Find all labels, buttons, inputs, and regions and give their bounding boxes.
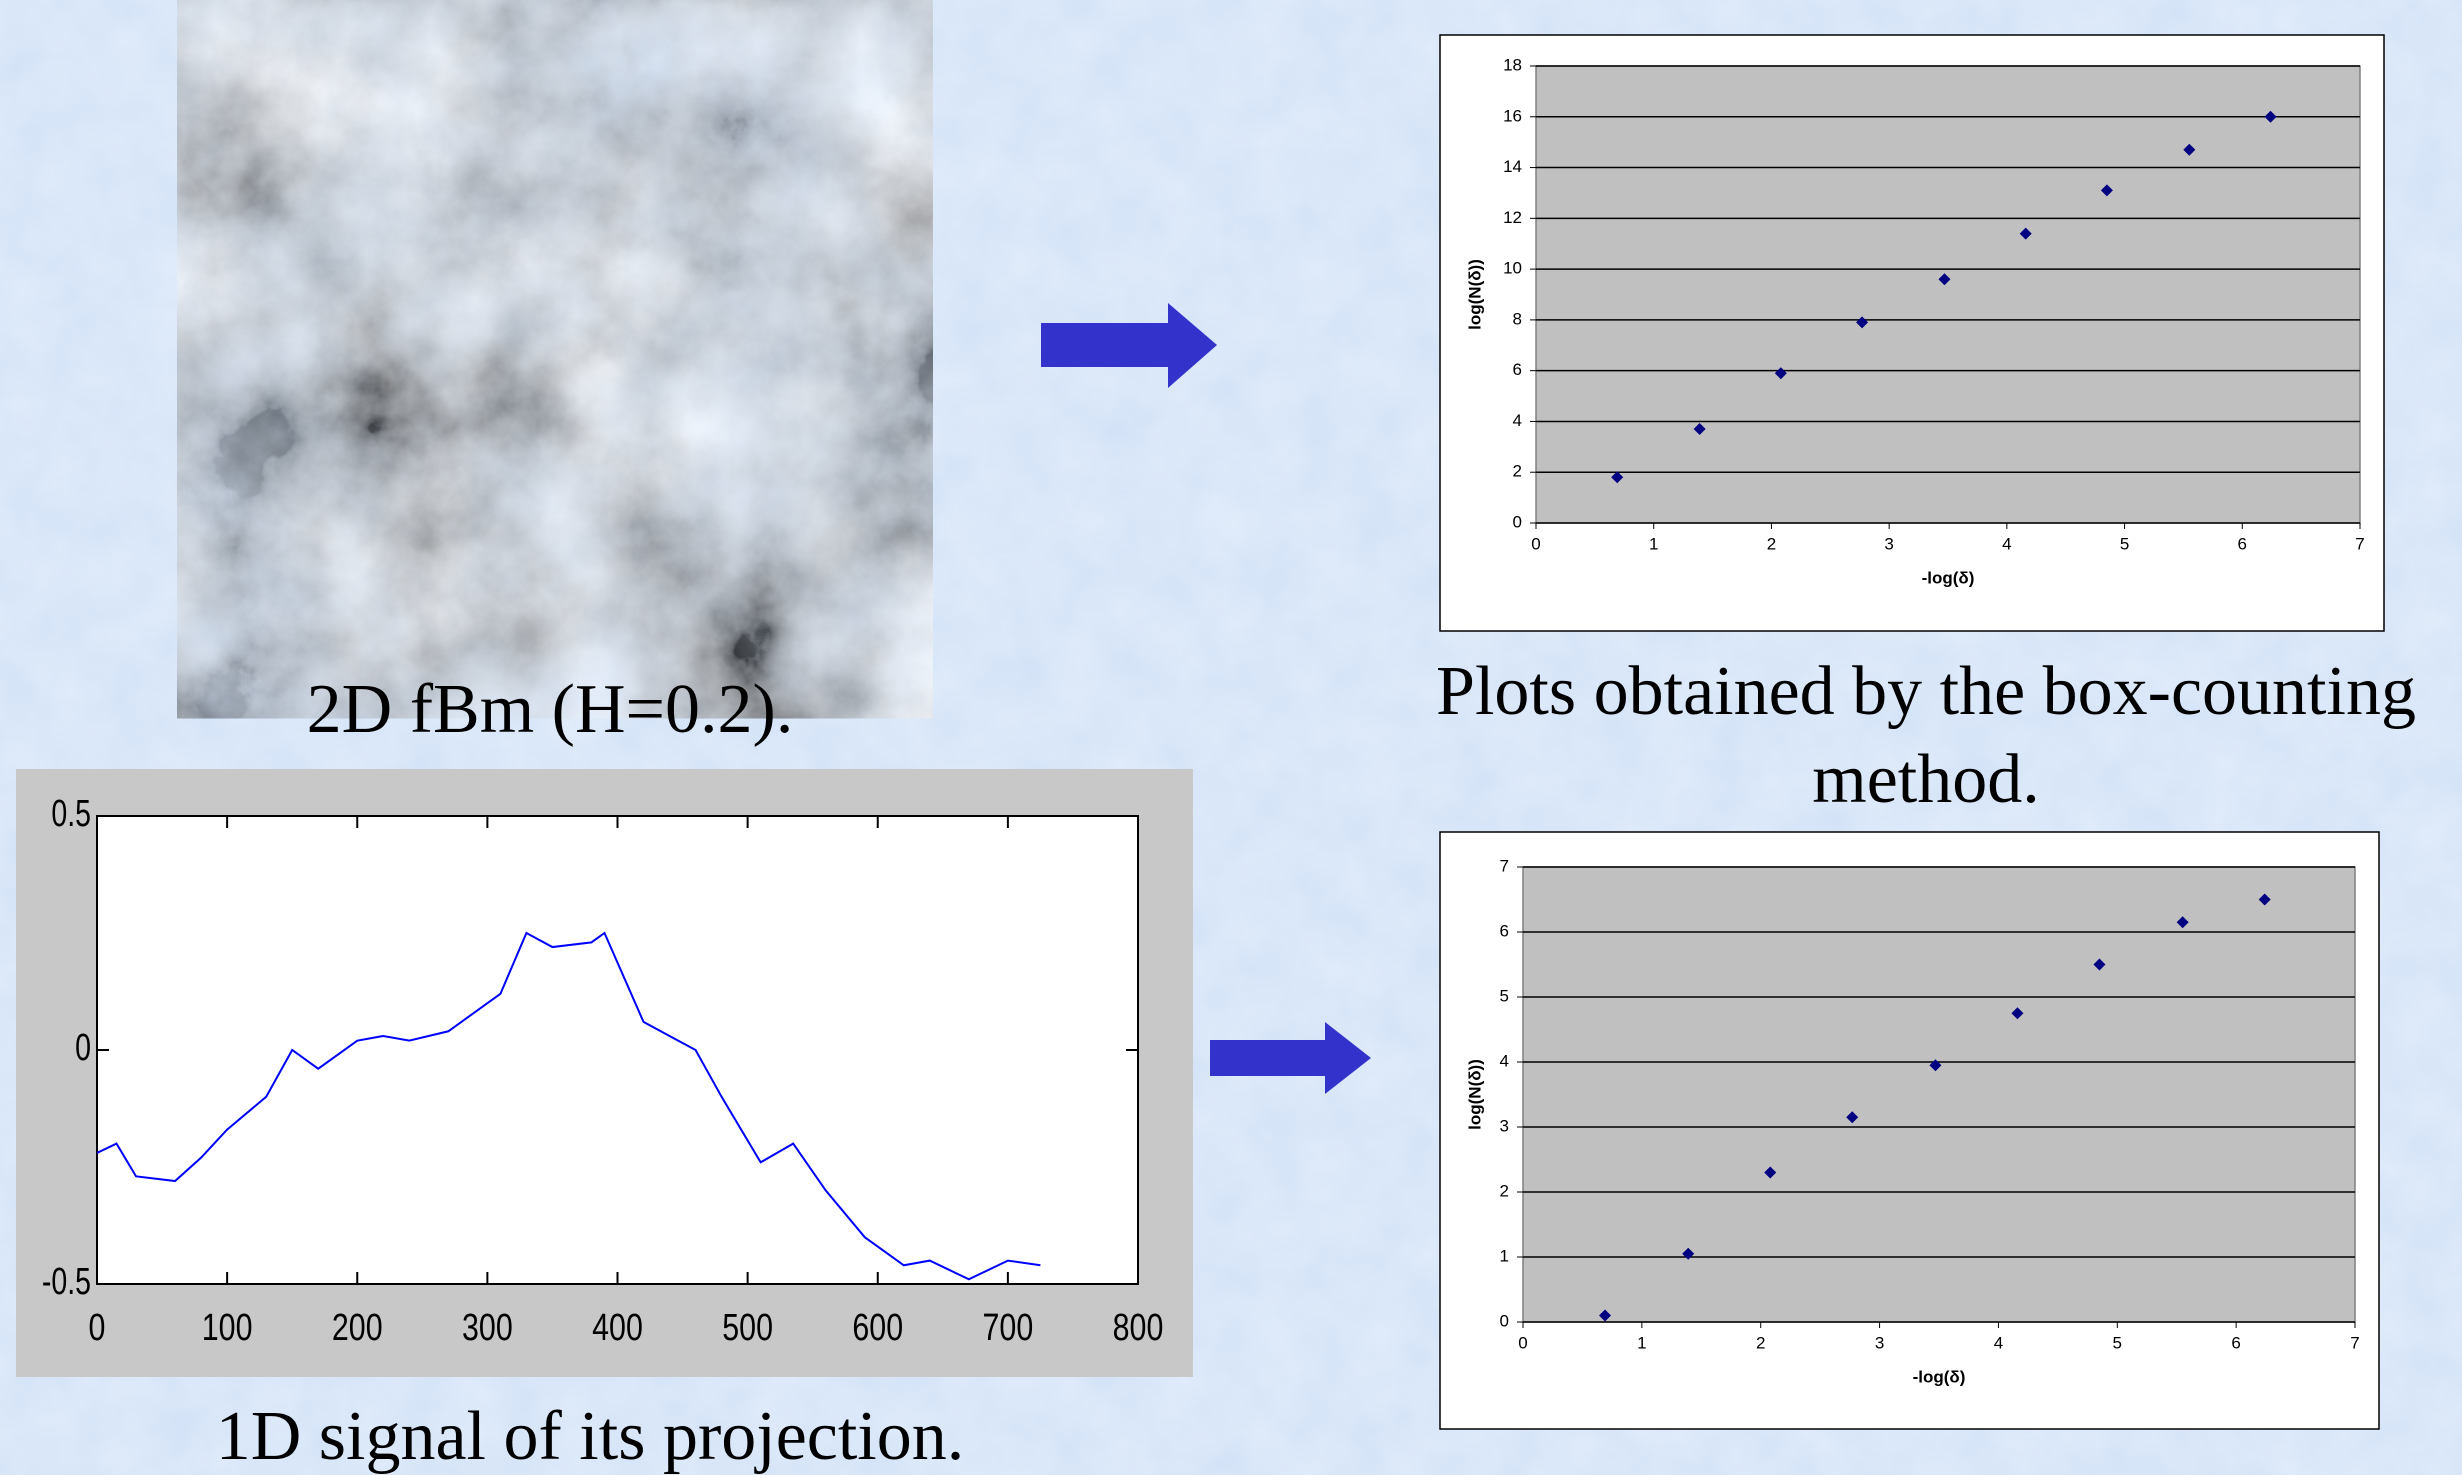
x-tick-label: 7 bbox=[2350, 1333, 2359, 1352]
x-tick-label: 4 bbox=[2002, 534, 2011, 553]
plot-area bbox=[97, 816, 1138, 1284]
y-tick-label: 4 bbox=[1500, 1051, 1509, 1070]
y-axis-label: log(N(δ)) bbox=[1465, 1059, 1484, 1130]
x-tick-label: 1 bbox=[1637, 1333, 1646, 1352]
fbm-image bbox=[240, 35, 870, 656]
caption: 1D signal of its projection. bbox=[140, 1393, 1040, 1475]
y-tick-label: 2 bbox=[1513, 462, 1522, 481]
y-tick-label: 16 bbox=[1503, 106, 1522, 125]
y-tick-label: 0 bbox=[75, 1027, 91, 1069]
x-tick-label: 0 bbox=[1531, 534, 1540, 553]
y-tick-label: 2 bbox=[1500, 1181, 1509, 1200]
y-tick-label: 6 bbox=[1513, 360, 1522, 379]
y-tick-label: 18 bbox=[1503, 55, 1522, 74]
x-tick-label: 2 bbox=[1767, 534, 1776, 553]
y-tick-label: 7 bbox=[1500, 856, 1509, 875]
x-tick-label: 7 bbox=[2355, 534, 2364, 553]
plot-area bbox=[1523, 867, 2355, 1322]
y-tick-label: 4 bbox=[1513, 411, 1522, 430]
caption: Plots obtained by the box-counting metho… bbox=[1390, 648, 2462, 824]
y-tick-label: 12 bbox=[1503, 208, 1522, 227]
x-tick-label: 1 bbox=[1649, 534, 1658, 553]
x-tick-label: 2 bbox=[1756, 1333, 1765, 1352]
x-tick-label: 600 bbox=[852, 1307, 903, 1349]
x-tick-label: 3 bbox=[1875, 1333, 1884, 1352]
x-tick-label: 0 bbox=[1518, 1333, 1527, 1352]
y-tick-label: 0.5 bbox=[51, 793, 91, 835]
y-tick-label: 5 bbox=[1500, 986, 1509, 1005]
x-tick-label: 6 bbox=[2238, 534, 2247, 553]
x-axis-label: -log(δ) bbox=[1922, 568, 1975, 587]
y-tick-label: 0 bbox=[1513, 512, 1522, 531]
y-axis-label: log(N(δ)) bbox=[1465, 259, 1484, 330]
x-tick-label: 300 bbox=[462, 1307, 513, 1349]
x-tick-label: 3 bbox=[1884, 534, 1893, 553]
y-tick-label: -0.5 bbox=[42, 1261, 91, 1303]
y-tick-label: 10 bbox=[1503, 259, 1522, 278]
y-tick-label: 3 bbox=[1500, 1116, 1509, 1135]
y-tick-label: 8 bbox=[1513, 309, 1522, 328]
caption: 2D fBm (H=0.2). bbox=[250, 666, 850, 754]
x-tick-label: 400 bbox=[592, 1307, 643, 1349]
x-tick-label: 700 bbox=[983, 1307, 1034, 1349]
plot-area bbox=[1536, 66, 2360, 523]
x-tick-label: 6 bbox=[2231, 1333, 2240, 1352]
y-tick-label: 14 bbox=[1503, 157, 1522, 176]
x-tick-label: 4 bbox=[1994, 1333, 2003, 1352]
x-axis-label: -log(δ) bbox=[1913, 1367, 1966, 1386]
x-tick-label: 5 bbox=[2113, 1333, 2122, 1352]
x-tick-label: 500 bbox=[722, 1307, 773, 1349]
x-tick-label: 200 bbox=[332, 1307, 383, 1349]
y-tick-label: 6 bbox=[1500, 921, 1509, 940]
slide: 02468101214161801234567-log(δ)log(N(δ))0… bbox=[0, 0, 2462, 1475]
x-tick-label: 0 bbox=[89, 1307, 106, 1349]
x-tick-label: 100 bbox=[202, 1307, 253, 1349]
x-tick-label: 5 bbox=[2120, 534, 2129, 553]
y-tick-label: 1 bbox=[1500, 1246, 1509, 1265]
y-tick-label: 0 bbox=[1500, 1311, 1509, 1330]
x-tick-label: 800 bbox=[1113, 1307, 1164, 1349]
